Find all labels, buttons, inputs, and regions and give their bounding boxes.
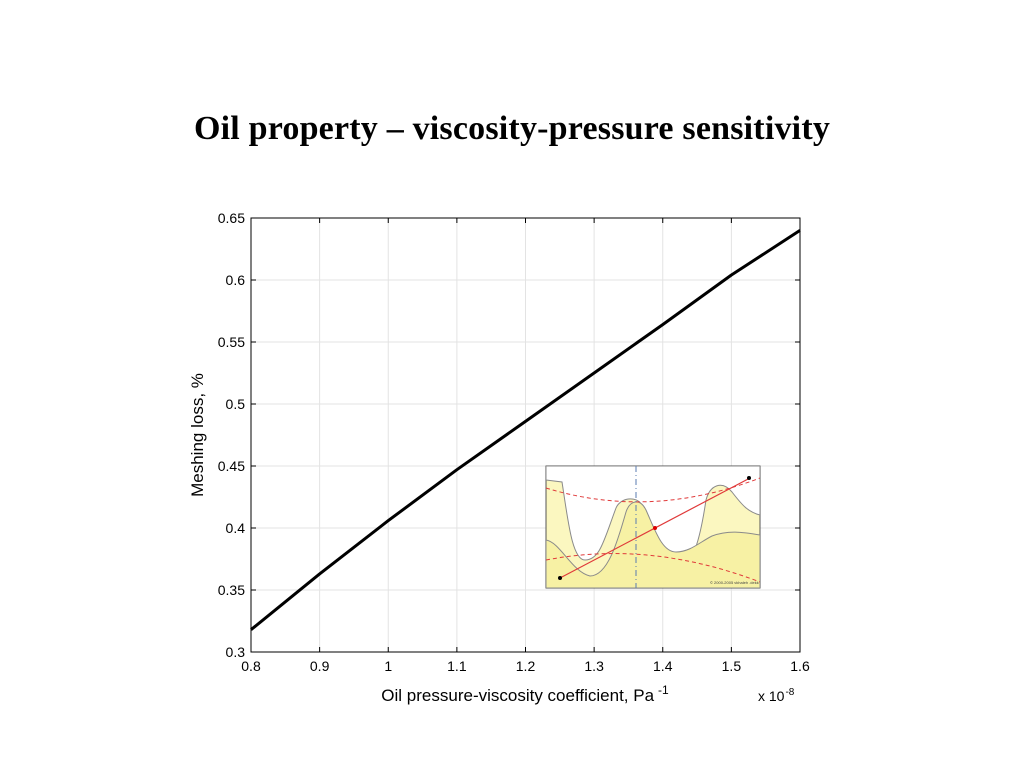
y-tick-label: 0.5 <box>226 396 246 412</box>
series-line <box>250 229 801 631</box>
x-tick-label: 0.9 <box>310 658 330 674</box>
chart-ticks: 0.8 0.9 1 1.1 1.2 1.3 1.4 1.5 1.6 0.3 0.35 0.4 0.45 0… <box>218 210 810 674</box>
pitch-point <box>653 526 657 530</box>
y-tick-label: 0.55 <box>218 334 245 350</box>
y-axis-label: Meshing loss, % <box>188 373 207 497</box>
contact-point-start <box>558 576 562 580</box>
pitch-circle-lower <box>546 553 760 583</box>
x-axis-exponent: x 10-8 <box>758 687 795 704</box>
lower-gear-body <box>546 501 760 588</box>
x-tick-label: 1.5 <box>722 658 742 674</box>
y-tick-label: 0.35 <box>218 582 245 598</box>
y-tick-label: 0.45 <box>218 458 245 474</box>
x-tick-label: 1 <box>384 658 392 674</box>
gear-mesh-icon: © 2000-2005 vkhaleh .dekk <box>545 465 761 589</box>
x-tick-label: 1.1 <box>447 658 467 674</box>
x-tick-label: 1.6 <box>790 658 810 674</box>
x-tick-label: 0.8 <box>241 658 261 674</box>
slide-title: Oil property – viscosity-pressure sensit… <box>193 110 831 147</box>
y-tick-label: 0.4 <box>226 520 246 536</box>
y-tick-label: 0.3 <box>226 644 246 660</box>
x-axis-label: Oil pressure-viscosity coefficient, Pa -1 <box>381 683 669 705</box>
y-tick-label: 0.65 <box>218 210 245 226</box>
chart-series <box>250 229 801 631</box>
inset-credit: © 2000-2005 vkhaleh .dekk <box>710 580 759 585</box>
y-tick-label: 0.6 <box>226 272 246 288</box>
x-tick-label: 1.2 <box>516 658 536 674</box>
x-tick-label: 1.3 <box>584 658 604 674</box>
x-tick-label: 1.4 <box>653 658 673 674</box>
contact-point-end <box>747 476 751 480</box>
